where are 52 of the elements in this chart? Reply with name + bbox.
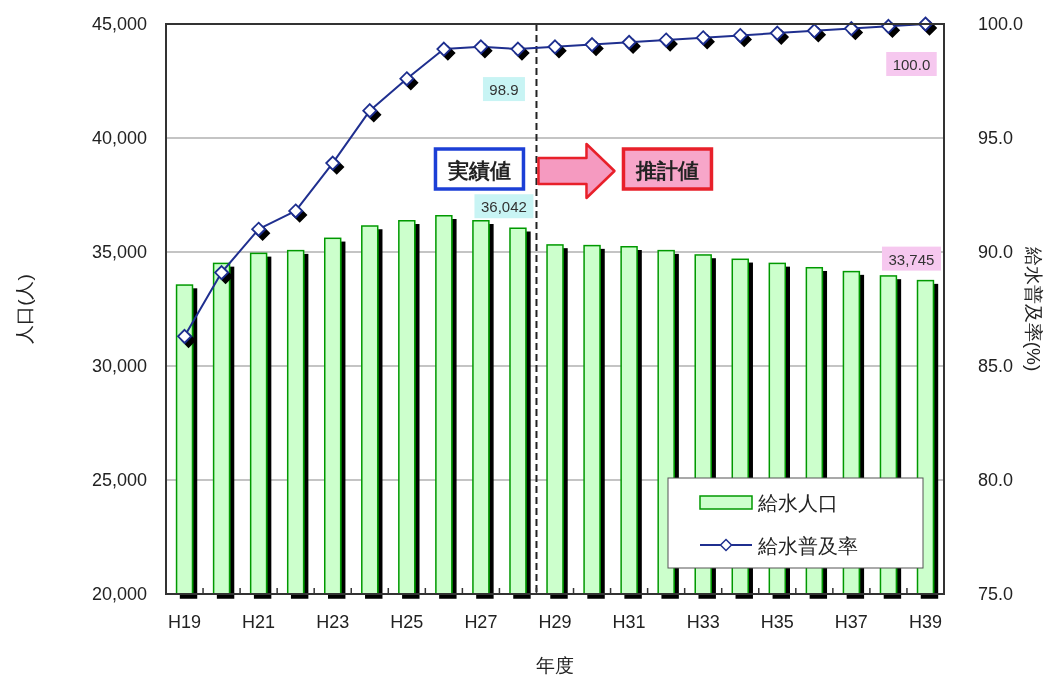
x-tick-label: H29	[538, 612, 572, 632]
point	[325, 155, 341, 171]
y2-tick-label: 100.0	[978, 14, 1024, 34]
data-label: 100.0	[892, 55, 931, 73]
point	[214, 265, 229, 280]
y-tick-label: 35,000	[91, 242, 147, 262]
point	[584, 37, 600, 52]
point	[399, 71, 415, 87]
data-label: 36,042	[481, 197, 527, 215]
y-tick-label: 30,000	[91, 356, 147, 376]
x-tick-label: H33	[686, 612, 720, 632]
point	[251, 221, 267, 237]
x-tick-label: H27	[464, 612, 498, 632]
y2-axis-title: 給水普及率(%)	[1023, 245, 1045, 372]
x-tick-label: H23	[316, 612, 350, 632]
annotation: 実績値	[446, 158, 511, 182]
x-tick-label: H39	[908, 612, 942, 632]
point	[806, 23, 822, 39]
y2-tick-label: 80.0	[978, 470, 1014, 490]
point	[621, 34, 637, 50]
data-label: 98.9	[489, 80, 519, 98]
legend-label: 給水普及率	[757, 535, 858, 557]
data-label: 33,745	[888, 250, 935, 268]
x-tick-label: H21	[242, 612, 276, 632]
x-tick-label: H35	[760, 612, 794, 632]
point	[177, 328, 192, 344]
y-tick-label: 45,000	[91, 14, 147, 34]
point	[473, 39, 489, 55]
point	[362, 103, 378, 119]
y2-tick-label: 95.0	[978, 128, 1014, 148]
y-tick-label: 20,000	[91, 584, 147, 604]
x-axis-title: 年度	[536, 654, 574, 676]
point	[732, 28, 748, 43]
y2-tick-label: 90.0	[978, 242, 1014, 262]
point	[769, 25, 785, 41]
point	[436, 41, 452, 57]
point	[695, 30, 711, 46]
point	[547, 39, 563, 55]
y2-tick-label: 85.0	[978, 356, 1014, 376]
point	[510, 41, 526, 57]
y-tick-label: 40,000	[91, 128, 147, 148]
y-tick-label: 25,000	[91, 470, 147, 490]
y2-tick-label: 75.0	[978, 584, 1014, 604]
point	[288, 203, 304, 219]
x-tick-label: H37	[834, 612, 868, 632]
legend-label: 給水人口	[757, 492, 838, 514]
x-tick-label: H19	[168, 612, 202, 632]
annotation: 推計値	[634, 158, 699, 182]
x-tick-label: H31	[612, 612, 646, 632]
point	[658, 32, 674, 48]
y-axis-title: 人口(人)	[13, 274, 35, 344]
x-tick-label: H25	[390, 612, 424, 632]
